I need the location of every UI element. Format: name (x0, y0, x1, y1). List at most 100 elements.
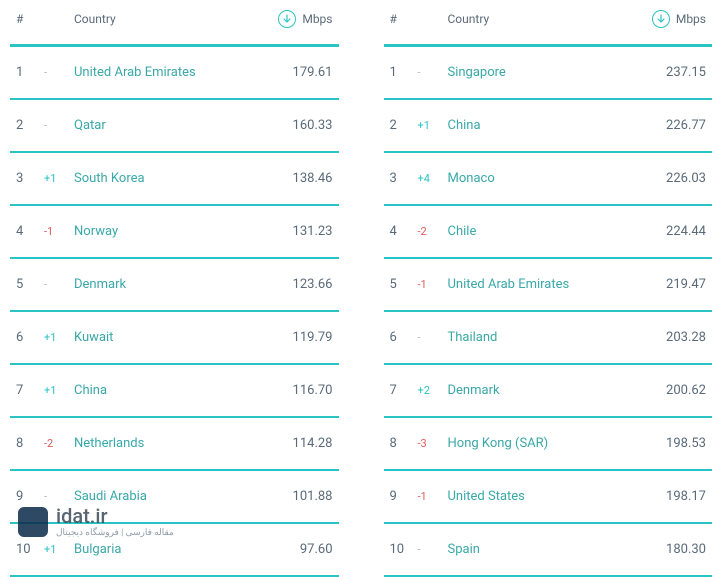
mbps-cell: 237.15 (616, 65, 706, 80)
rank-cell: 7 (390, 383, 418, 398)
table-row: 4-2Chile224.44 (384, 206, 713, 259)
country-link[interactable]: Chile (448, 224, 617, 239)
rank-cell: 2 (16, 118, 44, 133)
country-link[interactable]: Thailand (448, 330, 617, 345)
mbps-cell: 198.53 (616, 436, 706, 451)
download-icon (278, 10, 296, 28)
country-link[interactable]: Denmark (74, 277, 243, 292)
country-link[interactable]: China (448, 118, 617, 133)
table-row: 5-1United Arab Emirates219.47 (384, 259, 713, 312)
rank-cell: 5 (390, 277, 418, 292)
rank-cell: 3 (390, 171, 418, 186)
country-link[interactable]: Bulgaria (74, 542, 243, 557)
rank-cell: 9 (390, 489, 418, 504)
country-link[interactable]: Monaco (448, 171, 617, 186)
rank-cell: 3 (16, 171, 44, 186)
mbps-cell: 226.03 (616, 171, 706, 186)
mbps-cell: 200.62 (616, 383, 706, 398)
table-row: 2+1China226.77 (384, 100, 713, 153)
mbps-cell: 179.61 (243, 65, 333, 80)
mbps-cell: 198.17 (616, 489, 706, 504)
header-rank: # (390, 12, 418, 26)
rank-cell: 7 (16, 383, 44, 398)
country-link[interactable]: Kuwait (74, 330, 243, 345)
rank-cell: 6 (16, 330, 44, 345)
rank-change-cell: - (418, 331, 448, 344)
tables-container: # Country Mbps 1-United Arab Emirates179… (0, 0, 722, 577)
mbps-cell: 119.79 (243, 330, 333, 345)
rank-cell: 1 (390, 65, 418, 80)
country-link[interactable]: Hong Kong (SAR) (448, 436, 617, 451)
mbps-cell: 97.60 (243, 542, 333, 557)
download-icon (652, 10, 670, 28)
rank-change-cell: -2 (44, 437, 74, 450)
table-row: 1-Singapore237.15 (384, 47, 713, 100)
country-link[interactable]: China (74, 383, 243, 398)
rank-cell: 8 (16, 436, 44, 451)
header-country: Country (448, 12, 617, 26)
rank-change-cell: +1 (44, 172, 74, 185)
country-link[interactable]: United States (448, 489, 617, 504)
table-row: 4-1Norway131.23 (10, 206, 339, 259)
table-row: 8-3Hong Kong (SAR)198.53 (384, 418, 713, 471)
table-row: 7+2Denmark200.62 (384, 365, 713, 418)
rank-change-cell: +1 (44, 543, 74, 556)
table-row: 1-United Arab Emirates179.61 (10, 47, 339, 100)
rank-change-cell: - (44, 278, 74, 291)
rank-change-cell: +4 (418, 172, 448, 185)
mbps-cell: 116.70 (243, 383, 333, 398)
mbps-cell: 224.44 (616, 224, 706, 239)
table-row: 3+4Monaco226.03 (384, 153, 713, 206)
right-table-body: 1-Singapore237.152+1China226.773+4Monaco… (384, 47, 713, 577)
mbps-cell: 180.30 (616, 542, 706, 557)
rank-cell: 2 (390, 118, 418, 133)
mbps-cell: 219.47 (616, 277, 706, 292)
table-header-row: # Country Mbps (10, 0, 339, 47)
mbps-cell: 101.88 (243, 489, 333, 504)
country-link[interactable]: Singapore (448, 65, 617, 80)
country-link[interactable]: Netherlands (74, 436, 243, 451)
mbps-cell: 160.33 (243, 118, 333, 133)
rank-cell: 4 (390, 224, 418, 239)
mbps-cell: 138.46 (243, 171, 333, 186)
rank-change-cell: -1 (44, 225, 74, 238)
rank-cell: 5 (16, 277, 44, 292)
rank-change-cell: +1 (44, 384, 74, 397)
table-row: 6-Thailand203.28 (384, 312, 713, 365)
left-table-body: 1-United Arab Emirates179.612-Qatar160.3… (10, 47, 339, 577)
rank-change-cell: +1 (44, 331, 74, 344)
table-row: 5-Denmark123.66 (10, 259, 339, 312)
country-link[interactable]: Spain (448, 542, 617, 557)
rank-change-cell: -2 (418, 225, 448, 238)
rank-change-cell: +2 (418, 384, 448, 397)
watermark-main: idat.ir (56, 506, 174, 526)
rank-change-cell: - (44, 66, 74, 79)
rank-change-cell: - (44, 119, 74, 132)
watermark-sub: مقاله فارسی | فروشگاه دیجیتال (56, 529, 174, 538)
rank-change-cell: +1 (418, 119, 448, 132)
header-mbps-label: Mbps (676, 12, 706, 26)
rank-cell: 6 (390, 330, 418, 345)
rank-change-cell: -3 (418, 437, 448, 450)
rank-change-cell: -1 (418, 278, 448, 291)
country-link[interactable]: Denmark (448, 383, 617, 398)
header-country: Country (74, 12, 243, 26)
table-row: 8-2Netherlands114.28 (10, 418, 339, 471)
rank-cell: 10 (16, 542, 44, 557)
mbps-cell: 203.28 (616, 330, 706, 345)
rank-change-cell: - (44, 490, 74, 503)
country-link[interactable]: United Arab Emirates (448, 277, 617, 292)
rank-change-cell: -1 (418, 490, 448, 503)
left-ranking-table: # Country Mbps 1-United Arab Emirates179… (10, 0, 339, 577)
country-link[interactable]: South Korea (74, 171, 243, 186)
header-mbps-label: Mbps (302, 12, 332, 26)
mbps-cell: 131.23 (243, 224, 333, 239)
rank-change-cell: - (418, 66, 448, 79)
right-ranking-table: # Country Mbps 1-Singapore237.152+1China… (384, 0, 713, 577)
country-link[interactable]: Norway (74, 224, 243, 239)
watermark-logo-icon (18, 507, 48, 537)
country-link[interactable]: Saudi Arabia (74, 489, 243, 504)
mbps-cell: 226.77 (616, 118, 706, 133)
country-link[interactable]: United Arab Emirates (74, 65, 243, 80)
country-link[interactable]: Qatar (74, 118, 243, 133)
